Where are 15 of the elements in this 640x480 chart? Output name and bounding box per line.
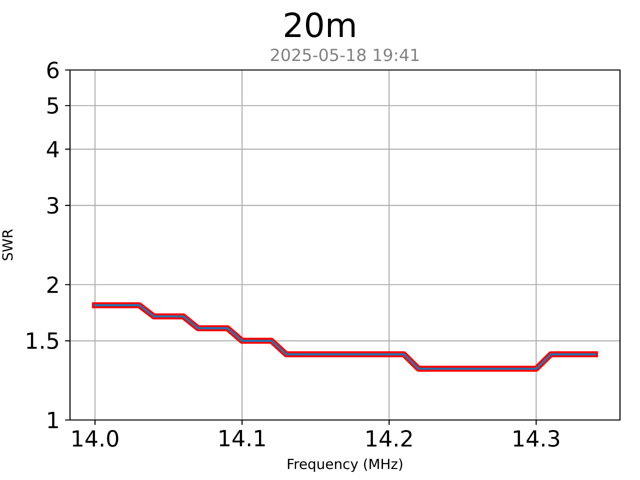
x-tick-label: 14.3 — [514, 430, 560, 447]
x-tick-label: 14.0 — [72, 430, 118, 447]
y-tick-label: 4 — [46, 141, 59, 158]
y-axis-title: SWR — [2, 229, 13, 260]
chart-title: 20m — [285, 12, 355, 38]
y-tick-label: 1.5 — [27, 332, 58, 350]
y-tick-label: 6 — [47, 62, 59, 78]
x-tick-label: 14.2 — [366, 430, 412, 447]
y-tick-label: 2 — [47, 276, 58, 293]
x-axis-title: Frequency (MHz) — [288, 458, 402, 472]
y-tick-label: 1 — [48, 412, 58, 428]
y-tick-label: 5 — [48, 97, 58, 114]
x-tick-label: 14.1 — [220, 430, 265, 446]
chart-subtitle: 2025-05-18 19:41 — [271, 48, 419, 62]
y-tick-label: 3 — [48, 197, 58, 214]
